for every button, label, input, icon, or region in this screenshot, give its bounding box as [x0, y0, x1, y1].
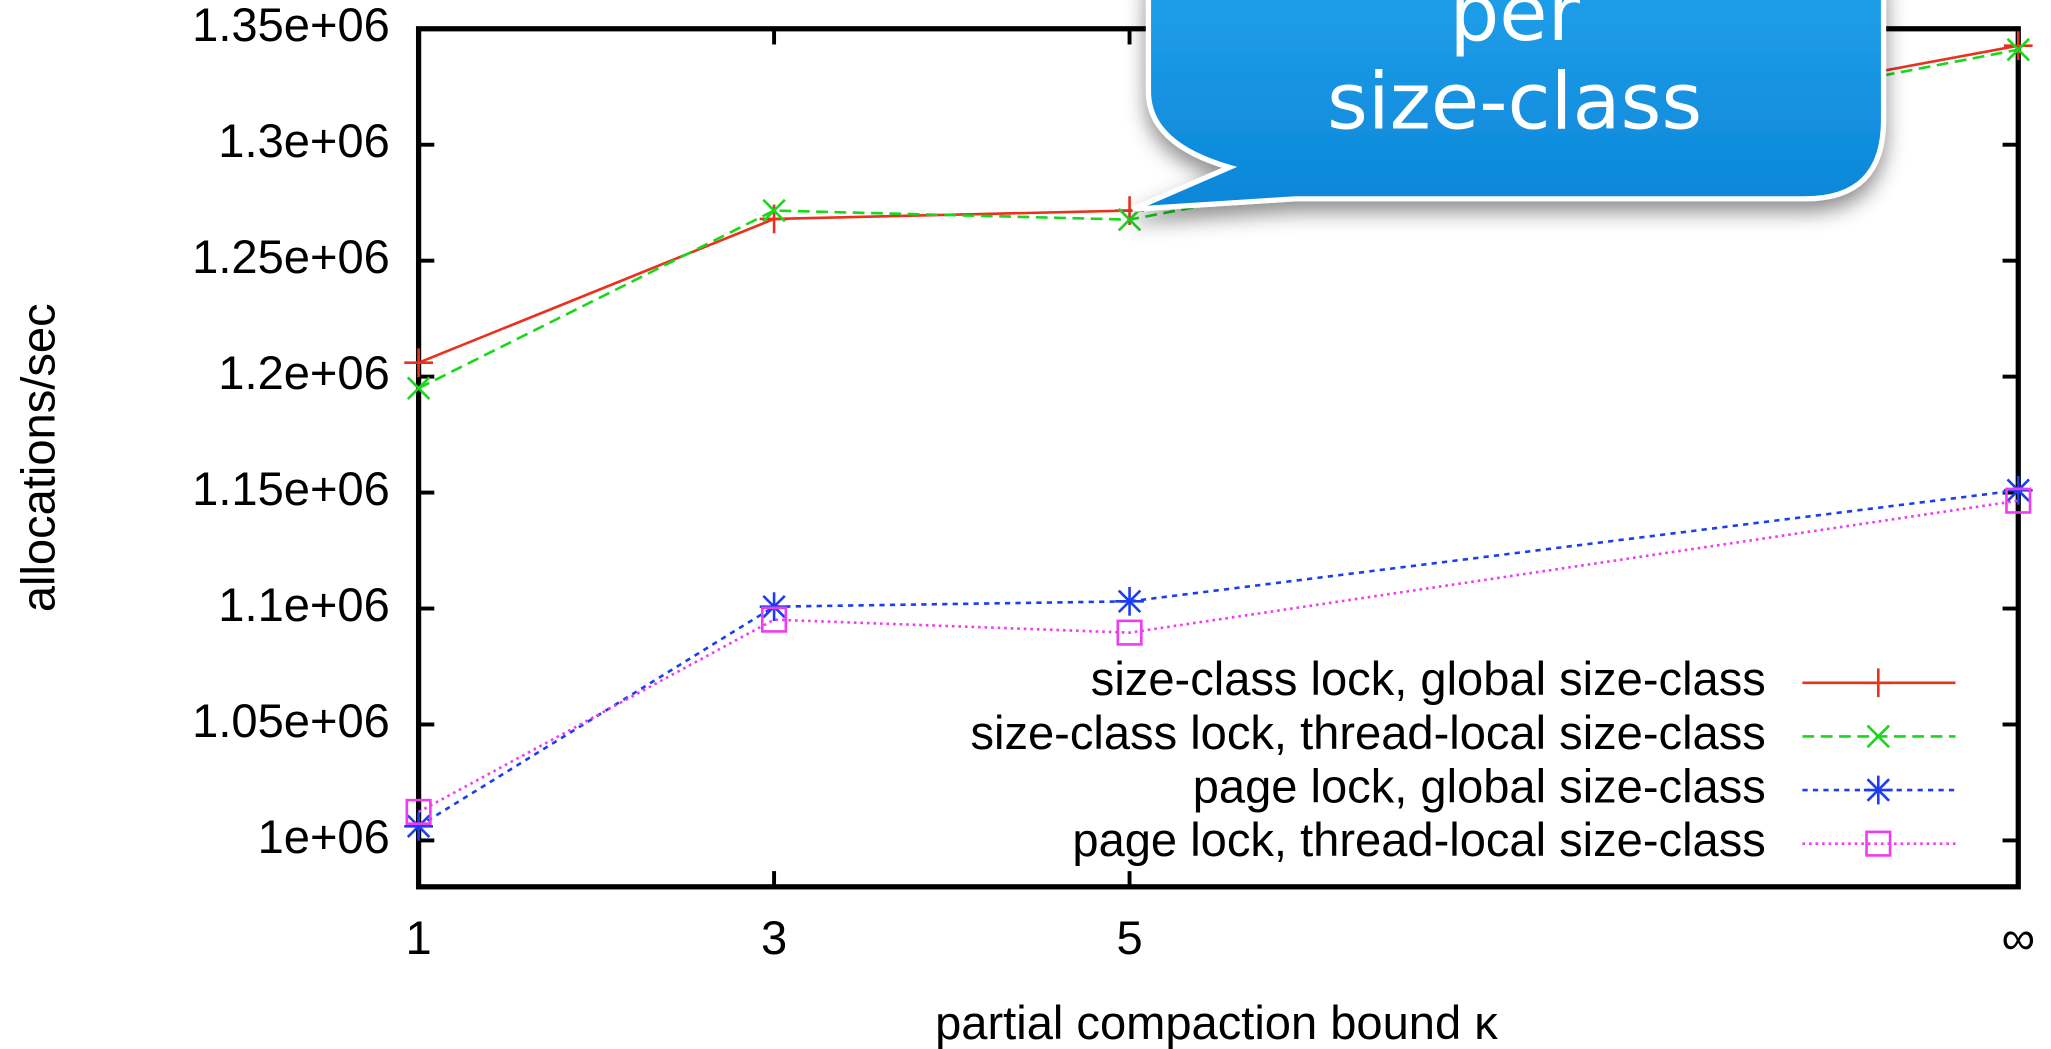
legend-label: size-class lock, thread-local size-class [970, 706, 1765, 759]
x-tick-label: 5 [1116, 911, 1142, 964]
y-tick-label: 1.15e+06 [192, 462, 390, 515]
y-axis-label: allocations/sec [11, 303, 64, 612]
data-point [1115, 587, 1144, 616]
callout-text: size-class [1327, 56, 1702, 148]
y-tick-label: 1.25e+06 [192, 230, 390, 283]
legend-marker [1864, 776, 1893, 805]
page: allocations/sec partial compaction bound… [0, 0, 2051, 1049]
y-tick-label: 1.1e+06 [218, 578, 390, 631]
data-point [404, 348, 433, 377]
x-tick-label: 3 [761, 911, 787, 964]
y-tick-label: 1.05e+06 [192, 694, 390, 747]
data-point [2004, 31, 2033, 60]
x-tick-label: 1 [406, 911, 432, 964]
chart: allocations/sec partial compaction bound… [0, 0, 2051, 1049]
legend-label: size-class lock, global size-class [1091, 652, 1766, 705]
y-tick-label: 1.35e+06 [192, 0, 390, 51]
data-point [404, 812, 433, 841]
callout-text: per [1450, 0, 1581, 59]
y-tick-label: 1e+06 [258, 810, 390, 863]
legend-marker [1864, 668, 1893, 697]
data-point [2004, 476, 2033, 505]
legend-label: page lock, thread-local size-class [1072, 813, 1765, 866]
x-axis-label: partial compaction bound κ [935, 996, 1498, 1049]
y-tick-label: 1.2e+06 [218, 346, 390, 399]
y-tick-label: 1.3e+06 [218, 114, 390, 167]
x-tick-label: ∞ [2001, 911, 2035, 964]
legend-label: page lock, global size-class [1193, 759, 1766, 812]
